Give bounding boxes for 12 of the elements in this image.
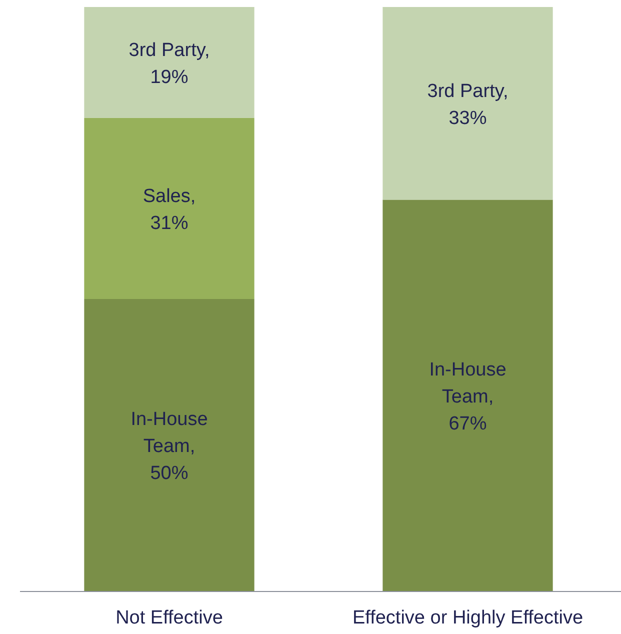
data-label: Sales, 31% <box>142 186 196 234</box>
x-tick-label: Not Effective <box>116 607 223 628</box>
data-label: In-House Team, 50% <box>130 409 208 484</box>
bar <box>382 200 553 591</box>
data-label: 3rd Party, 19% <box>128 40 210 88</box>
data-label: In-House Team, 67% <box>429 359 506 434</box>
bar <box>382 7 553 200</box>
bar <box>84 7 254 118</box>
x-tick-label: Effective or Highly Effective <box>352 607 584 628</box>
data-label: 3rd Party, 33% <box>427 80 508 129</box>
bar <box>84 299 254 591</box>
bar <box>84 118 254 299</box>
